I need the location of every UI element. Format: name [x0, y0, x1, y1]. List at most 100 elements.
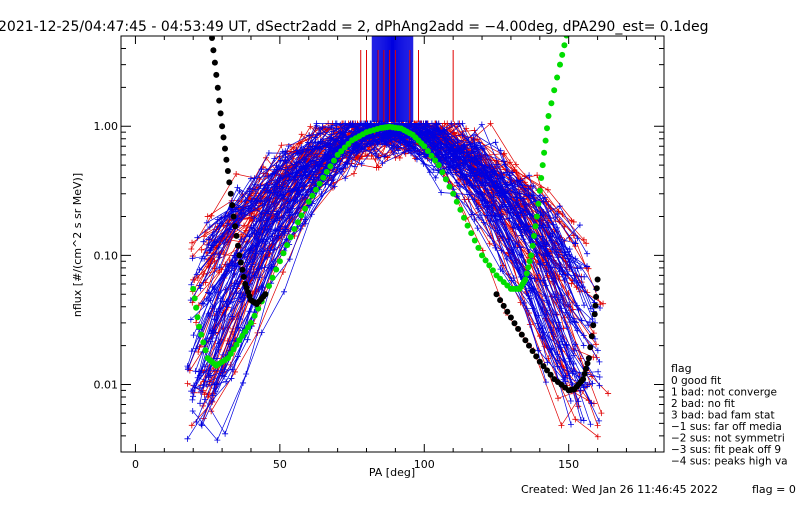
trace-marker [455, 120, 462, 127]
trace-marker [285, 143, 292, 150]
fit-point [200, 339, 207, 346]
trace-marker [358, 160, 365, 167]
legend-entry: 1 bad: not converge [671, 387, 777, 399]
trace-marker [430, 143, 437, 150]
fit-point [583, 365, 589, 372]
fit-point [235, 242, 241, 249]
trace-marker [449, 157, 456, 164]
fit-point [547, 371, 554, 378]
trace-marker [539, 306, 546, 313]
trace-marker [259, 237, 266, 244]
trace-marker [188, 245, 195, 252]
fit-point [224, 168, 231, 174]
trace-marker [385, 134, 392, 141]
trace-marker [476, 214, 483, 221]
trace-marker [198, 255, 205, 262]
fit-point [539, 162, 546, 169]
fit-point [313, 186, 319, 193]
trace-marker [531, 275, 538, 282]
fit-point [453, 198, 460, 205]
trace-marker [547, 233, 554, 240]
legend-entry: 2 bad: no fit [671, 398, 735, 410]
trace-marker [342, 175, 349, 182]
trace-marker [555, 208, 562, 215]
fit-point [563, 36, 570, 39]
trace-marker [307, 123, 314, 130]
trace-marker [207, 330, 214, 337]
trace-marker [273, 211, 280, 218]
trace-marker [562, 378, 569, 385]
data-traces [184, 120, 612, 444]
trace-marker [320, 124, 327, 131]
fit-point [233, 232, 240, 239]
trace-marker [496, 237, 503, 244]
trace-marker [326, 172, 333, 179]
fit-point [316, 180, 323, 187]
fit-point [557, 61, 563, 68]
fit-point [533, 353, 540, 360]
trace-marker [251, 215, 258, 222]
fit-point [590, 322, 597, 329]
trace-marker [310, 176, 317, 183]
fit-point [214, 84, 221, 91]
x-tick-label: 0 [132, 458, 139, 471]
trace-marker [596, 373, 603, 380]
y-tick-label: 1.00 [94, 120, 119, 133]
trace-marker [492, 139, 499, 146]
fit-point [196, 323, 202, 330]
fit-point [504, 308, 511, 315]
trace-marker [554, 246, 561, 253]
trace-marker [209, 392, 216, 399]
fit-point [294, 219, 301, 226]
fit-point [245, 324, 252, 331]
trace-line [203, 134, 548, 363]
trace-marker [583, 240, 590, 247]
fit-point [536, 187, 543, 194]
trace-marker [542, 221, 549, 228]
trace-marker [189, 396, 196, 403]
trace-marker [216, 264, 223, 271]
fit-point [240, 273, 247, 280]
trace-marker [490, 191, 497, 198]
fit-point [302, 205, 309, 212]
trace-marker [438, 189, 445, 196]
fit-point [500, 302, 507, 309]
trace-marker [229, 313, 236, 320]
fit-point [242, 328, 249, 335]
fit-point [526, 342, 532, 349]
trace-marker [454, 179, 461, 186]
trace-marker [264, 226, 271, 233]
trace-marker [252, 243, 259, 250]
trace-marker [352, 120, 359, 127]
fit-point [229, 202, 236, 209]
trace-marker [598, 410, 605, 417]
trace-line [212, 124, 575, 396]
fit-point [532, 223, 539, 230]
fit-point [581, 370, 588, 377]
fit-series-1 [209, 36, 269, 307]
trace-marker [192, 368, 199, 375]
trace-marker [505, 236, 512, 243]
trace-marker [455, 156, 462, 163]
trace-marker [423, 128, 430, 135]
trace-marker [184, 366, 191, 373]
fit-point [233, 341, 240, 348]
trace-marker [517, 177, 524, 184]
trace-marker [214, 437, 221, 444]
trace-marker [448, 142, 455, 149]
trace-marker [188, 388, 195, 395]
trace-marker [280, 181, 287, 188]
trace-marker [200, 238, 207, 245]
trace-marker [305, 139, 312, 146]
trace-marker [581, 273, 588, 280]
trace-marker [432, 174, 439, 181]
fit-point [588, 333, 595, 340]
trace-marker [234, 283, 241, 290]
trace-marker [589, 315, 596, 322]
trace-marker [336, 165, 343, 172]
trace-marker [507, 253, 514, 260]
fit-point [542, 137, 549, 144]
trace-marker [597, 305, 604, 312]
trace-marker [404, 141, 411, 148]
trace-marker [574, 327, 581, 334]
